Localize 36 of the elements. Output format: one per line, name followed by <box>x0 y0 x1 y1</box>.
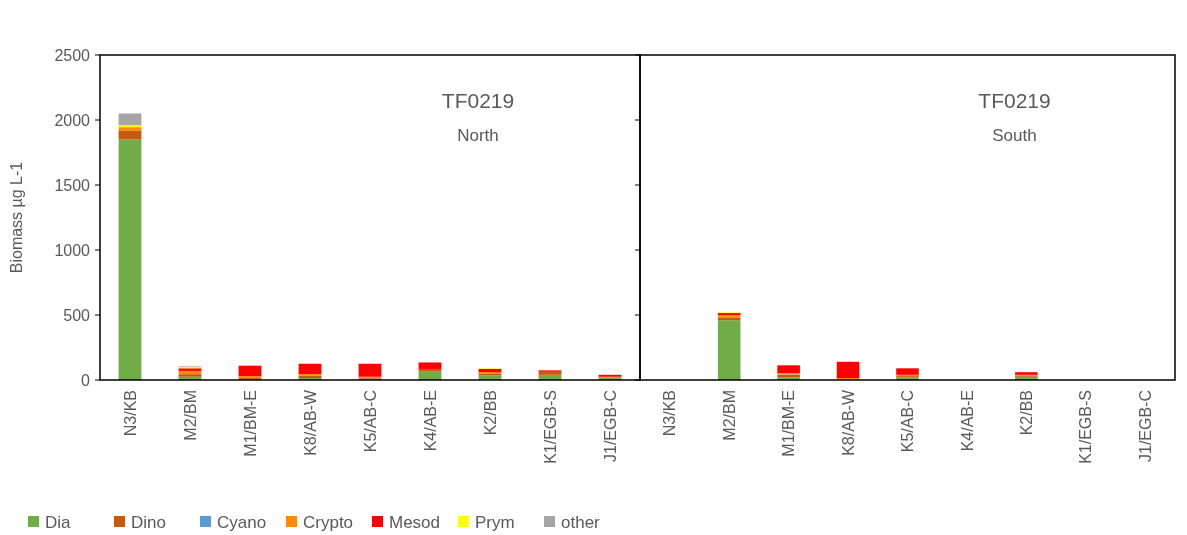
x-tick-label: K2/BB <box>481 390 499 436</box>
legend-label: Crypto <box>303 512 354 532</box>
x-tick-label: K5/AB-C <box>361 390 379 453</box>
x-tick-label: J1/EGB-C <box>601 390 619 463</box>
y-tick-label: 1000 <box>54 241 91 259</box>
x-tick-label: M1/BM-E <box>780 390 798 457</box>
legend-label: Dino <box>131 512 166 532</box>
legend-label: other <box>561 512 601 532</box>
y-tick-label: 500 <box>63 306 91 324</box>
x-tick-label: K8/AB-W <box>839 389 857 456</box>
x-tick-label: M2/BM <box>720 390 738 441</box>
text: North <box>457 126 499 145</box>
y-tick-label: 2500 <box>54 46 91 64</box>
x-tick-label: K4/AB-E <box>421 390 439 452</box>
legend-label: Prym <box>475 512 515 532</box>
y-axis-title: Biomass µg L-1 <box>8 161 25 274</box>
legend-label: Mesod <box>389 512 441 532</box>
x-tick-label: M2/BM <box>181 390 199 441</box>
text: TF0219 <box>441 89 515 112</box>
y-tick-label: 0 <box>81 371 91 389</box>
x-tick-label: J1/EGB-C <box>1136 390 1154 463</box>
x-tick-label: N3/KB <box>661 390 679 437</box>
x-tick-label: K1/EGB-S <box>1077 390 1095 464</box>
x-tick-label: N3/KB <box>121 390 139 437</box>
text: South <box>992 126 1037 145</box>
x-tick-label: K1/EGB-S <box>541 390 559 464</box>
x-tick-label: K5/AB-C <box>899 390 917 453</box>
x-tick-label: K8/AB-W <box>301 389 319 456</box>
legend-label: Dia <box>45 512 72 532</box>
x-tick-label: M1/BM-E <box>241 390 259 457</box>
legend-label: Cyano <box>217 512 267 532</box>
text: TF0219 <box>978 89 1051 112</box>
x-tick-label: K2/BB <box>1017 390 1035 436</box>
y-tick-label: 1500 <box>54 176 91 194</box>
y-tick-label: 2000 <box>54 111 91 129</box>
x-tick-label: K4/AB-E <box>958 390 976 452</box>
